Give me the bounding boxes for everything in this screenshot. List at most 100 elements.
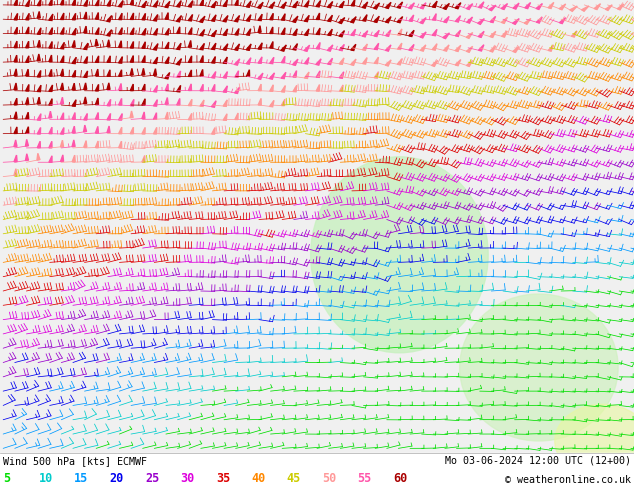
Polygon shape (107, 56, 110, 62)
Polygon shape (281, 28, 285, 34)
Polygon shape (293, 44, 297, 50)
Polygon shape (14, 140, 17, 147)
Polygon shape (153, 57, 158, 64)
Text: 45: 45 (287, 472, 301, 485)
Polygon shape (281, 14, 285, 20)
Polygon shape (351, 44, 356, 50)
Polygon shape (141, 1, 146, 7)
Polygon shape (571, 31, 577, 37)
Polygon shape (351, 59, 356, 65)
Polygon shape (501, 31, 507, 37)
Polygon shape (258, 14, 262, 21)
Text: 30: 30 (181, 472, 195, 485)
Polygon shape (258, 57, 262, 63)
Polygon shape (49, 127, 52, 134)
Polygon shape (60, 127, 64, 134)
Polygon shape (14, 69, 17, 75)
Ellipse shape (311, 157, 488, 353)
Polygon shape (524, 19, 531, 24)
Polygon shape (398, 59, 403, 65)
Polygon shape (72, 83, 75, 90)
Polygon shape (374, 57, 378, 64)
Polygon shape (432, 29, 437, 36)
Polygon shape (25, 154, 29, 161)
Polygon shape (60, 56, 63, 62)
Polygon shape (212, 15, 216, 21)
Polygon shape (188, 70, 191, 76)
Polygon shape (130, 42, 133, 48)
Polygon shape (119, 0, 123, 7)
Polygon shape (165, 84, 168, 91)
Polygon shape (25, 56, 29, 62)
Polygon shape (60, 140, 63, 147)
Polygon shape (165, 28, 169, 35)
Polygon shape (95, 98, 98, 104)
Polygon shape (130, 0, 133, 4)
Polygon shape (177, 43, 181, 49)
Polygon shape (142, 99, 145, 105)
Polygon shape (25, 139, 29, 146)
Polygon shape (14, 155, 17, 162)
Polygon shape (374, 16, 379, 23)
Polygon shape (130, 127, 133, 134)
Polygon shape (223, 44, 228, 50)
Polygon shape (328, 15, 332, 22)
Text: 20: 20 (110, 472, 124, 485)
Polygon shape (316, 13, 320, 20)
Polygon shape (258, 43, 262, 49)
Polygon shape (223, 0, 228, 6)
Polygon shape (130, 111, 133, 118)
Polygon shape (107, 83, 110, 90)
Polygon shape (304, 0, 309, 7)
Polygon shape (235, 71, 238, 77)
Polygon shape (559, 4, 566, 10)
Polygon shape (339, 18, 345, 24)
Polygon shape (165, 13, 168, 19)
Polygon shape (95, 126, 98, 133)
Polygon shape (490, 16, 496, 23)
Polygon shape (385, 45, 391, 51)
Polygon shape (165, 1, 170, 7)
Polygon shape (397, 17, 403, 23)
Ellipse shape (460, 294, 618, 441)
Text: Mo 03-06-2024 12:00 UTC (12+00): Mo 03-06-2024 12:00 UTC (12+00) (445, 456, 631, 466)
Polygon shape (212, 72, 216, 78)
Polygon shape (467, 17, 472, 23)
Polygon shape (142, 112, 145, 119)
Polygon shape (107, 16, 112, 22)
Polygon shape (25, 84, 29, 91)
Polygon shape (409, 15, 413, 22)
Polygon shape (316, 0, 321, 7)
Polygon shape (455, 30, 460, 36)
Polygon shape (95, 56, 99, 62)
Polygon shape (60, 113, 63, 119)
Polygon shape (374, 30, 379, 36)
Polygon shape (49, 85, 53, 92)
Polygon shape (188, 15, 193, 21)
Polygon shape (351, 0, 355, 6)
Polygon shape (107, 99, 111, 106)
Polygon shape (223, 86, 228, 92)
Polygon shape (177, 71, 181, 77)
Polygon shape (14, 41, 17, 48)
Polygon shape (14, 13, 18, 20)
Polygon shape (153, 85, 157, 92)
Polygon shape (525, 2, 531, 9)
Polygon shape (37, 11, 40, 18)
Polygon shape (165, 98, 168, 104)
Polygon shape (408, 3, 415, 9)
Polygon shape (409, 30, 414, 36)
Polygon shape (84, 97, 87, 104)
Polygon shape (84, 141, 87, 147)
Polygon shape (84, 43, 88, 49)
Polygon shape (119, 114, 122, 120)
Polygon shape (339, 45, 344, 50)
Text: 50: 50 (322, 472, 337, 485)
Polygon shape (72, 70, 75, 77)
Polygon shape (37, 28, 41, 34)
Text: 40: 40 (251, 472, 266, 485)
Polygon shape (188, 113, 192, 120)
Polygon shape (398, 43, 402, 49)
Polygon shape (177, 85, 181, 92)
Polygon shape (269, 42, 273, 48)
